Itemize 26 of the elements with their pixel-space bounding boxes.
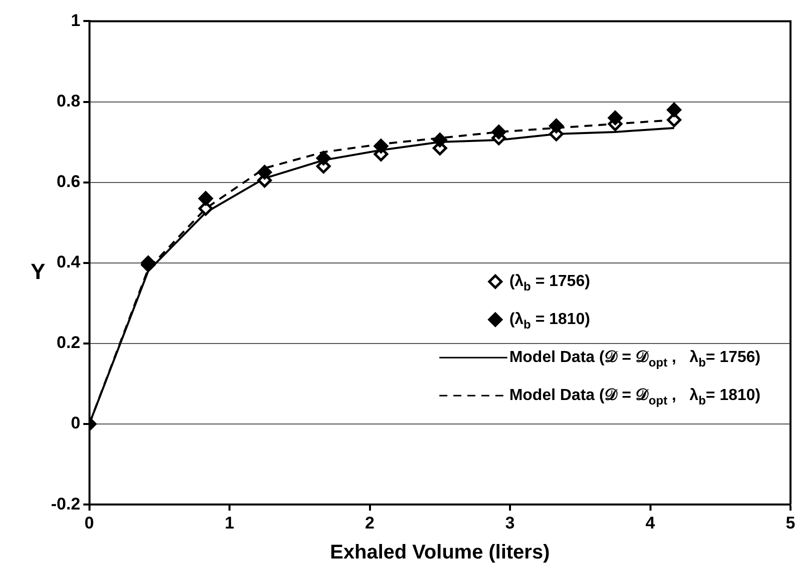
x-tick-label: 2 <box>365 513 375 532</box>
y-tick-label: 0 <box>70 414 80 433</box>
y-tick-label: 0.6 <box>56 172 80 192</box>
point <box>666 102 682 118</box>
y-tick-label: 0.4 <box>56 252 81 272</box>
point <box>492 124 506 140</box>
y-tick-label: -0.2 <box>50 494 80 514</box>
x-tick-label: 4 <box>646 513 656 532</box>
point <box>198 191 213 206</box>
y-tick-label: 1 <box>70 10 80 30</box>
y-axis-title: Y <box>30 258 46 284</box>
x-tick-label: 1 <box>224 513 234 532</box>
x-tick-label: 5 <box>786 513 796 532</box>
point <box>257 165 272 180</box>
x-tick-label: 0 <box>84 513 94 532</box>
point <box>549 118 564 134</box>
point <box>316 150 331 166</box>
point <box>374 138 388 154</box>
y-tick-label: 0.2 <box>56 333 80 352</box>
x-tick-label: 3 <box>505 513 515 532</box>
point <box>608 110 622 126</box>
x-axis-title: Exhaled Volume (liters) <box>330 542 550 564</box>
point <box>140 256 156 270</box>
point <box>666 112 682 128</box>
y-tick-label: 0.8 <box>56 91 80 110</box>
point <box>432 132 448 148</box>
